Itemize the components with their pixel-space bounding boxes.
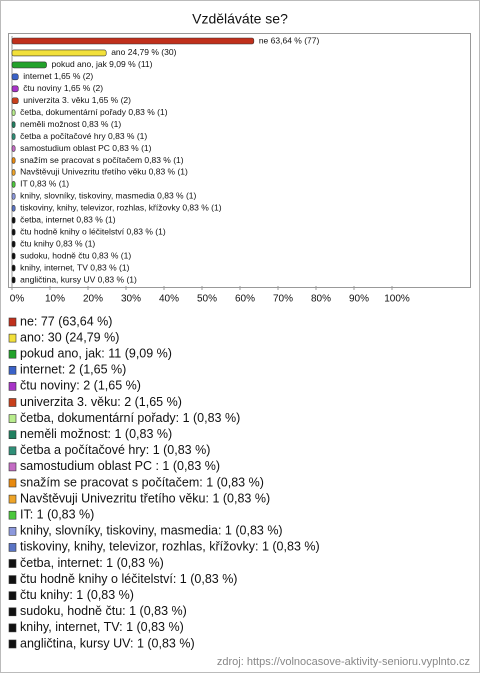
x-tick-label: 90% — [349, 294, 369, 305]
value-label: angličtina, kursy UV 0,83 % (1) — [20, 274, 137, 284]
value-label: internet 1,65 % (2) — [23, 71, 93, 81]
legend-label: ano: 30 (24,79 %) — [20, 330, 119, 344]
legend-swatch — [8, 591, 17, 601]
bar — [11, 145, 16, 152]
x-tick-label: 70% — [273, 294, 293, 305]
bar — [11, 61, 47, 69]
bar — [11, 264, 16, 272]
legend-label: IT: 1 (0,83 %) — [20, 507, 94, 521]
value-label: snažím se pracovat s počítačem 0,83 % (1… — [20, 155, 184, 165]
bar — [11, 49, 107, 57]
legend-label: sudoku, hodně čtu: 1 (0,83 %) — [20, 604, 187, 618]
bar — [11, 37, 255, 45]
legend-label: knihy, slovníky, tiskoviny, masmedia: 1 … — [20, 524, 283, 538]
legend-label: angličtina, kursy UV: 1 (0,83 %) — [20, 636, 195, 650]
value-label: Navštěvuji Univezritu třetího věku 0,83 … — [20, 167, 188, 177]
legend-swatch — [8, 430, 17, 440]
value-label: četba, internet 0,83 % (1) — [20, 215, 116, 225]
x-tick-label: 40% — [159, 294, 179, 305]
x-tick-label: 100% — [384, 294, 410, 305]
value-label: knihy, slovníky, tiskoviny, masmedia 0,8… — [20, 191, 196, 201]
legend-label: četba, dokumentární pořady: 1 (0,83 %) — [20, 411, 240, 425]
x-tick-label: 10% — [45, 294, 65, 305]
x-tick-label: 50% — [197, 294, 217, 305]
legend-swatch — [8, 365, 17, 375]
bar — [11, 228, 16, 236]
legend-swatch — [8, 478, 17, 488]
bar — [11, 252, 16, 260]
bar — [11, 216, 16, 224]
value-label: ano 24,79 % (30) — [111, 47, 176, 57]
legend-swatch — [8, 526, 17, 536]
legend-swatch — [8, 559, 17, 568]
bar — [11, 85, 19, 93]
chart-title: Vzděláváte se? — [192, 11, 288, 27]
legend-label: neměli možnost: 1 (0,83 %) — [20, 427, 172, 441]
legend-label: četba, internet: 1 (0,83 %) — [20, 556, 164, 570]
bar — [11, 97, 19, 105]
legend-label: čtu noviny: 2 (1,65 %) — [20, 379, 141, 393]
bar — [11, 133, 16, 140]
x-tick-label: 30% — [121, 294, 141, 305]
legend-label: četba a počítačové hry: 1 (0,83 %) — [20, 443, 210, 457]
legend-label: Navštěvuji Univezritu třetího věku: 1 (0… — [20, 491, 270, 505]
legend-swatch — [8, 607, 17, 617]
legend-swatch — [8, 639, 17, 649]
value-label: sudoku, hodně čtu 0,83 % (1) — [20, 250, 131, 260]
legend-swatch — [8, 398, 17, 407]
legend-swatch — [8, 510, 17, 520]
bar — [11, 109, 16, 116]
value-label: tiskoviny, knihy, televizor, rozhlas, kř… — [20, 203, 222, 213]
legend-swatch — [8, 543, 17, 552]
legend-swatch — [8, 382, 17, 391]
value-label: pokud ano, jak 9,09 % (11) — [52, 59, 153, 69]
legend-label: ne: 77 (63,64 %) — [20, 314, 112, 328]
legend-label: samostudium oblast PC : 1 (0,83 %) — [20, 459, 220, 473]
source: zdroj: https://volnocasove-aktivity-seni… — [217, 656, 470, 668]
value-label: četba, dokumentární pořady 0,83 % (1) — [20, 107, 168, 117]
value-label: knihy, internet, TV 0,83 % (1) — [20, 262, 129, 272]
legend-label: knihy, internet, TV: 1 (0,83 %) — [20, 620, 184, 634]
bar — [11, 157, 16, 164]
value-label: čtu hodně knihy o léčitelství 0,83 % (1) — [20, 226, 166, 236]
x-tick-label: 0% — [10, 294, 25, 305]
legend-swatch — [8, 349, 17, 359]
legend-label: snažím se pracovat s počítačem: 1 (0,83 … — [20, 475, 264, 489]
x-tick-label: 80% — [311, 294, 331, 305]
value-label: čtu noviny 1,65 % (2) — [23, 83, 103, 93]
value-label: čtu knihy 0,83 % (1) — [20, 238, 95, 248]
value-label: samostudium oblast PC 0,83 % (1) — [20, 143, 152, 153]
legend-swatch — [8, 414, 17, 423]
legend-label: univerzita 3. věku: 2 (1,65 %) — [20, 395, 182, 409]
value-label: IT 0,83 % (1) — [20, 179, 69, 189]
legend-label: čtu hodně knihy o léčitelství: 1 (0,83 %… — [20, 572, 237, 586]
value-label: četba a počítačové hry 0,83 % (1) — [20, 131, 147, 141]
bar — [11, 181, 16, 188]
bar — [11, 276, 16, 284]
bar — [11, 205, 16, 212]
legend-label: pokud ano, jak: 11 (9,09 %) — [20, 346, 172, 360]
bar — [11, 121, 16, 128]
legend-label: internet: 2 (1,65 %) — [20, 363, 126, 377]
legend-swatch — [8, 446, 17, 456]
value-label: ne 63,64 % (77) — [259, 35, 320, 45]
value-label: univerzita 3. věku 1,65 % (2) — [23, 95, 131, 105]
legend-swatch — [8, 333, 17, 343]
legend-swatch — [8, 317, 17, 327]
legend-swatch — [8, 494, 17, 504]
x-tick-label: 20% — [83, 294, 103, 305]
plot-area — [8, 33, 471, 288]
legend-swatch — [8, 462, 17, 472]
bar — [11, 169, 16, 176]
legend-label: tiskoviny, knihy, televizor, rozhlas, kř… — [20, 540, 320, 554]
value-label: neměli možnost 0,83 % (1) — [20, 119, 121, 129]
legend-swatch — [8, 623, 17, 633]
legend-swatch — [8, 575, 17, 584]
x-tick-label: 60% — [235, 294, 255, 305]
bar — [11, 73, 19, 81]
bar — [11, 240, 16, 248]
legend-label: čtu knihy: 1 (0,83 %) — [20, 588, 134, 602]
bar — [11, 193, 16, 200]
